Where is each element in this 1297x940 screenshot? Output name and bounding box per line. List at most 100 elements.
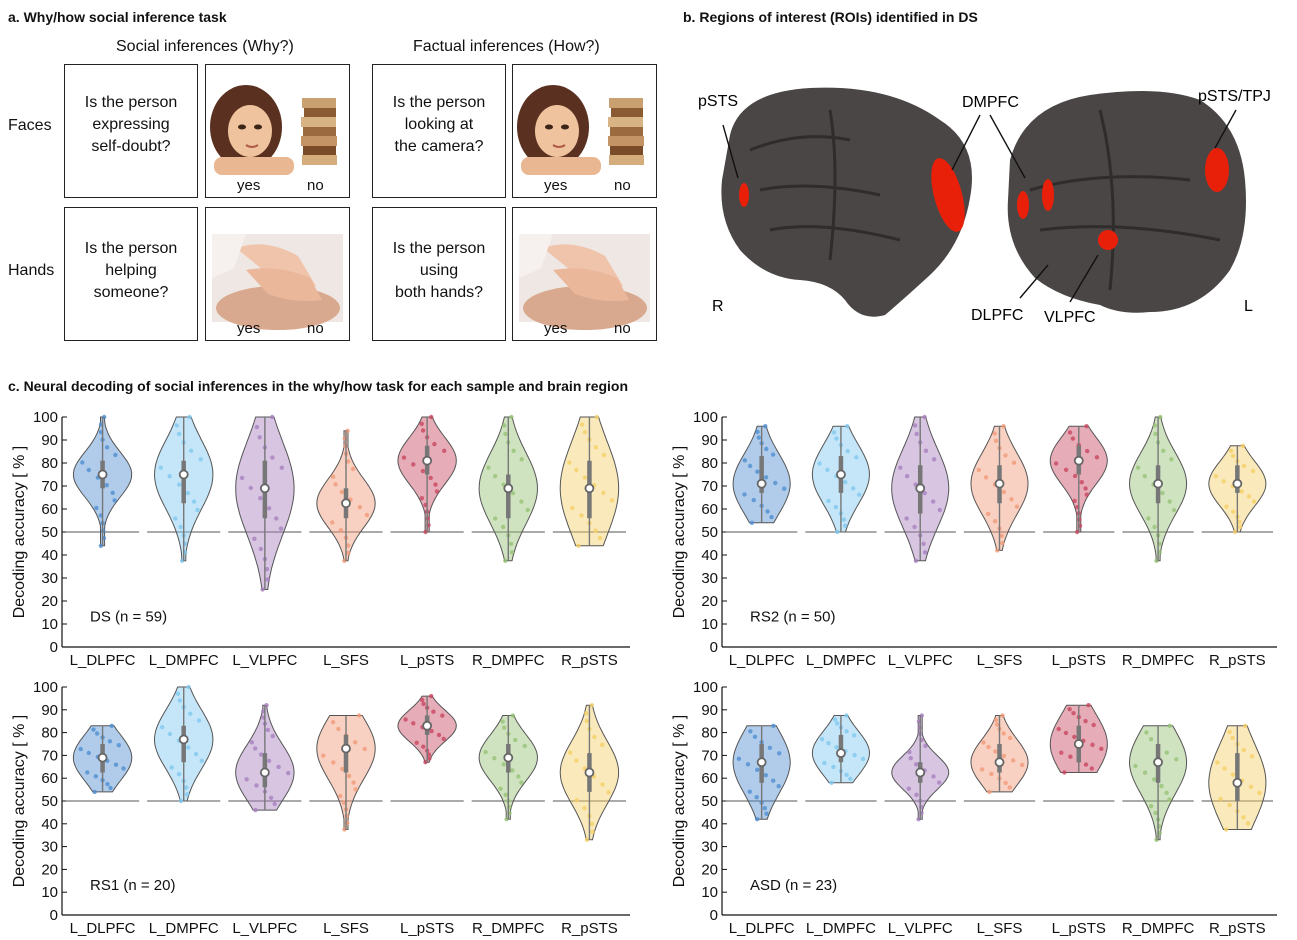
data-point xyxy=(987,789,992,795)
data-point xyxy=(1072,734,1077,740)
label-right: R xyxy=(712,298,724,315)
median-marker xyxy=(584,483,595,494)
question-line: Is the person xyxy=(84,94,178,111)
face-image-card-social: yes no xyxy=(205,64,350,198)
data-point xyxy=(258,496,263,501)
data-point xyxy=(1248,784,1254,789)
data-point xyxy=(1159,783,1164,789)
median-marker xyxy=(341,498,351,509)
data-point xyxy=(420,428,426,433)
data-point xyxy=(1167,723,1172,728)
x-tick-label: L_pSTS xyxy=(400,652,454,669)
x-tick-label: R_pSTS xyxy=(561,652,618,669)
data-point xyxy=(1084,424,1089,429)
data-point xyxy=(340,766,345,772)
data-point xyxy=(755,767,760,772)
data-point xyxy=(330,474,336,479)
hands-image-card-social: yes no xyxy=(205,207,350,341)
data-point xyxy=(1000,713,1005,718)
data-point xyxy=(923,743,928,749)
data-point xyxy=(187,414,192,420)
data-point xyxy=(1086,703,1091,708)
data-point xyxy=(844,729,849,734)
data-point xyxy=(104,483,109,488)
yes-answer: yes xyxy=(237,320,261,337)
data-point xyxy=(914,792,919,797)
data-point xyxy=(834,745,839,750)
data-point xyxy=(989,771,994,777)
data-point xyxy=(835,721,840,726)
x-tick-label: R_pSTS xyxy=(1209,652,1266,669)
data-point xyxy=(592,734,597,740)
data-point xyxy=(1240,443,1246,448)
data-point xyxy=(931,457,937,462)
data-point xyxy=(195,507,200,513)
data-point xyxy=(755,429,760,435)
data-point xyxy=(186,745,191,750)
data-point xyxy=(856,492,862,497)
y-tick-label: 60 xyxy=(701,501,718,518)
data-point xyxy=(765,509,770,514)
data-point xyxy=(609,498,615,503)
question-line: the camera? xyxy=(394,138,484,155)
data-point xyxy=(176,431,182,437)
x-tick-label: L_pSTS xyxy=(400,920,454,937)
y-tick-label: 0 xyxy=(710,907,718,924)
data-point xyxy=(1239,489,1244,494)
panel-a-title: a. Why/how social inference task xyxy=(8,9,227,25)
data-point xyxy=(350,466,356,472)
x-tick-label: L_DMPFC xyxy=(806,920,876,937)
data-point xyxy=(429,728,434,734)
data-point xyxy=(568,750,573,755)
x-tick-label: R_DMPFC xyxy=(1122,920,1195,937)
data-point xyxy=(338,793,343,799)
data-point xyxy=(362,746,367,752)
median-marker xyxy=(259,483,270,494)
data-point xyxy=(832,717,838,722)
roi-left-dlpfc xyxy=(1042,179,1054,211)
data-point xyxy=(763,773,768,778)
x-tick-label: L_SFS xyxy=(323,920,369,937)
median-marker xyxy=(1232,478,1243,489)
sample-label: RS2 (n = 50) xyxy=(750,609,835,626)
data-point xyxy=(276,764,281,770)
data-point xyxy=(1221,479,1226,484)
data-point xyxy=(421,744,426,749)
data-point xyxy=(510,490,516,496)
no-answer: no xyxy=(614,177,631,194)
data-point xyxy=(1003,780,1008,786)
roi-left-vlpfc xyxy=(1098,230,1118,250)
question-line: expressing xyxy=(92,116,170,133)
data-point xyxy=(1251,499,1257,504)
data-point xyxy=(519,780,524,785)
data-point xyxy=(906,786,911,791)
data-point xyxy=(254,424,260,430)
factual-inferences-heading: Factual inferences (How?) xyxy=(413,38,600,55)
data-point xyxy=(986,511,991,517)
y-tick-label: 10 xyxy=(41,616,58,633)
massage-hands-image xyxy=(519,234,650,330)
data-point xyxy=(1153,431,1158,437)
median-marker xyxy=(584,767,595,778)
data-point xyxy=(754,795,759,800)
data-point xyxy=(270,733,275,739)
data-point xyxy=(1246,494,1252,499)
pointer-line xyxy=(722,124,739,179)
data-point xyxy=(590,829,595,834)
data-point xyxy=(1245,821,1251,826)
data-point xyxy=(1171,507,1177,513)
data-point xyxy=(1090,742,1095,747)
data-point xyxy=(434,489,440,494)
y-tick-label: 10 xyxy=(701,884,718,901)
data-point xyxy=(1003,453,1008,458)
data-point xyxy=(94,731,100,736)
violin-chart-asd: 0 10 20 30 40 50 60 70 80 90 100 Decoding accuracy … xyxy=(671,679,1277,937)
data-point xyxy=(1062,770,1067,775)
question-line: using xyxy=(419,262,459,279)
y-tick-label: 100 xyxy=(693,409,718,426)
y-tick-label: 60 xyxy=(41,501,58,518)
data-point xyxy=(1099,746,1104,751)
data-point xyxy=(186,684,191,690)
data-point xyxy=(1243,723,1248,728)
data-point xyxy=(1009,497,1014,502)
